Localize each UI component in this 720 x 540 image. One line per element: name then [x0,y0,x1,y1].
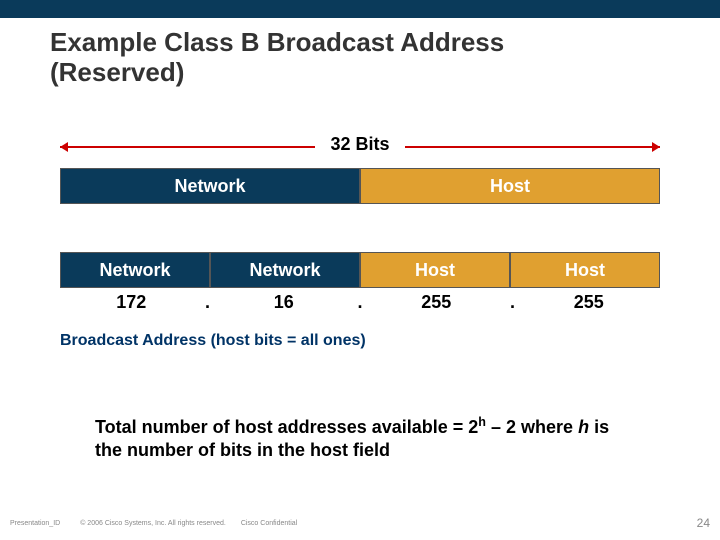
page-number: 24 [697,516,710,530]
broadcast-label: Broadcast Address (host bits = all ones) [60,332,660,350]
confidential: Cisco Confidential [241,520,297,527]
block-host: Host [360,253,510,287]
dot-separator: . [203,292,213,320]
summary-sup: h [478,415,486,429]
block-host: Host [510,253,660,287]
octet-value: 255 [365,292,508,320]
octet-value: 16 [213,292,356,320]
diagram-32bits: 32 Bits NetworkHost [60,132,660,204]
block-host: Host [360,169,660,203]
summary-mid: – 2 where [486,417,578,437]
block-network: Network [60,253,210,287]
block-network: Network [210,253,360,287]
octet-value: 172 [60,292,203,320]
summary-italic: h [578,417,589,437]
presentation-id: Presentation_ID [10,520,60,527]
footer: Presentation_ID © 2006 Cisco Systems, In… [10,516,710,530]
octet-values-row: 172.16.255.255 [60,292,660,320]
address-row-octets: NetworkNetworkHostHost [60,252,660,288]
summary-prefix: Total number of host addresses available… [95,417,478,437]
summary-text: Total number of host addresses available… [95,414,635,463]
block-network: Network [60,169,360,203]
dot-separator: . [355,292,365,320]
bits-label: 32 Bits [315,134,405,155]
octet-value: 255 [518,292,661,320]
diagram-octets: NetworkNetworkHostHost 172.16.255.255 Br… [60,252,660,350]
dot-separator: . [508,292,518,320]
copyright: © 2006 Cisco Systems, Inc. All rights re… [80,520,226,527]
slide-title: Example Class B Broadcast Address (Reser… [0,28,504,88]
title-line2: (Reserved) [50,57,184,87]
address-row-halves: NetworkHost [60,168,660,204]
top-bar [0,0,720,18]
title-line1: Example Class B Broadcast Address [50,27,504,57]
bits-arrow-row: 32 Bits [60,132,660,162]
